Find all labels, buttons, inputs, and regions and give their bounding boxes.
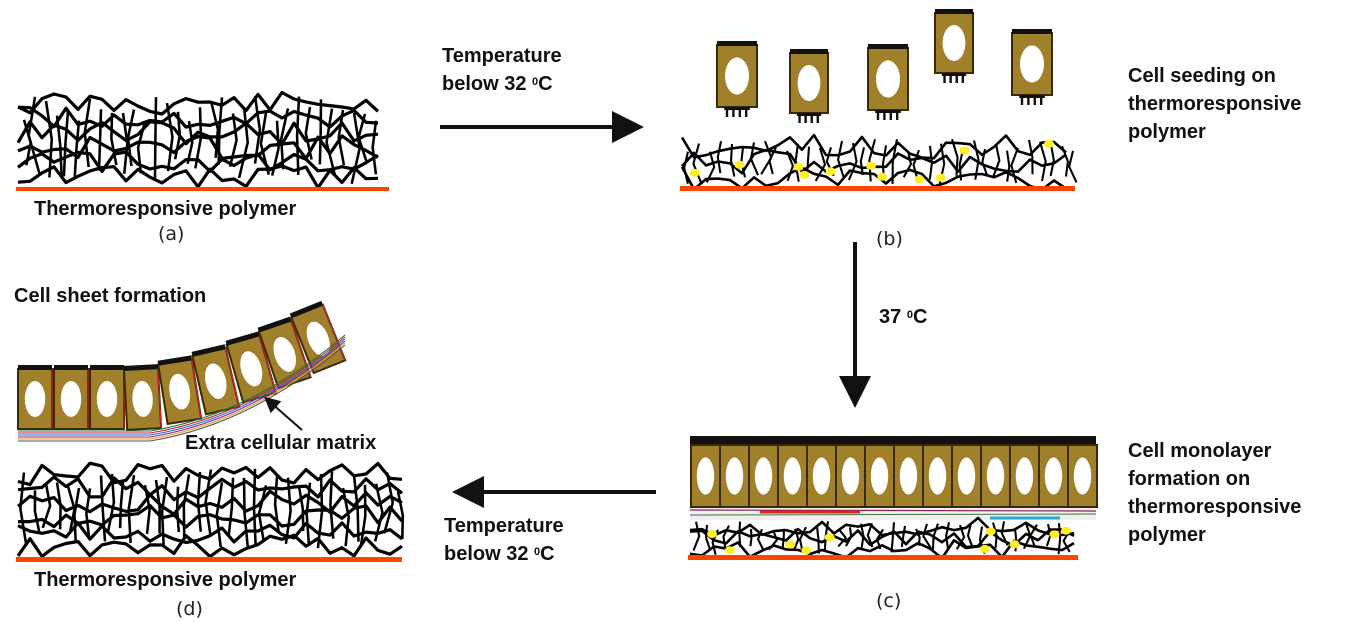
sheet-title-d: Cell sheet formation	[14, 285, 207, 307]
arrow-label-b-to-c: 37 0C	[879, 306, 928, 328]
polymer-layer-d	[16, 461, 405, 559]
cell	[1067, 444, 1098, 508]
cell	[835, 444, 866, 508]
caption-b-line1: Cell seeding on	[1128, 65, 1276, 87]
cell	[716, 41, 758, 117]
arrow-label-a-to-b: Temperature below 32 0C	[442, 42, 562, 98]
polymer-caption-d: Thermoresponsive polymer	[34, 569, 297, 591]
cell	[867, 44, 909, 120]
cell	[777, 444, 808, 508]
caption-c-line3: thermoresponsive	[1128, 496, 1302, 518]
cell	[1011, 29, 1053, 105]
monolayer-top-c	[690, 436, 1096, 445]
cell	[690, 444, 721, 508]
cell	[806, 444, 837, 508]
cell	[122, 364, 163, 431]
panel-label-a: (a)	[158, 223, 185, 245]
polymer-layer-c	[689, 516, 1075, 560]
caption-c-line2: formation on	[1128, 468, 1251, 490]
cell	[864, 444, 895, 508]
cell	[893, 444, 924, 508]
caption-c-line4: polymer	[1128, 524, 1206, 546]
polymer-caption-a: Thermoresponsive polymer	[34, 198, 297, 220]
substrate-a	[16, 187, 389, 191]
cell	[719, 444, 750, 508]
cell	[1009, 444, 1040, 508]
substrate-d	[16, 557, 402, 562]
substrate-c	[688, 555, 1078, 560]
panel-label-c: (c)	[876, 590, 902, 612]
ecm-label-d: Extra cellular matrix	[185, 432, 377, 454]
caption-c: Cell monolayer formation on thermorespon…	[1128, 437, 1301, 549]
cell	[922, 444, 953, 508]
caption-c-line1: Cell monolayer	[1128, 440, 1272, 462]
cell	[748, 444, 779, 508]
caption-b-line2: thermoresponsive	[1128, 93, 1302, 115]
cell	[951, 444, 982, 508]
polymer-layer-b	[680, 133, 1078, 191]
arrow-label-a-to-b-line1: Temperature	[442, 45, 562, 67]
cell-sheet-d	[17, 300, 347, 442]
cell	[980, 444, 1011, 508]
cell-monolayer-c	[690, 444, 1098, 508]
arrow-label-c-to-d-line1: Temperature	[444, 515, 564, 537]
polymer-layer-a	[16, 90, 380, 190]
cell	[934, 9, 974, 83]
cell	[789, 49, 829, 123]
cell	[191, 344, 241, 416]
cell	[89, 365, 125, 430]
arrow-label-c-to-d: Temperature below 32 0C	[444, 512, 564, 568]
cell	[1038, 444, 1069, 508]
arrow-label-a-to-b-line2: below 32 0C	[442, 73, 553, 95]
arrow-label-c-to-d-line2: below 32 0C	[444, 543, 555, 565]
panel-label-b: (b)	[876, 228, 903, 250]
cell	[17, 365, 53, 430]
cells-seeding-b	[716, 9, 1053, 123]
caption-b-line3: polymer	[1128, 121, 1206, 143]
caption-b: Cell seeding on thermoresponsive polymer	[1128, 62, 1301, 146]
panel-label-d: (d)	[176, 598, 203, 620]
cell	[53, 365, 89, 430]
ecm-pointer-arrow	[263, 396, 303, 431]
substrate-b	[680, 186, 1075, 191]
